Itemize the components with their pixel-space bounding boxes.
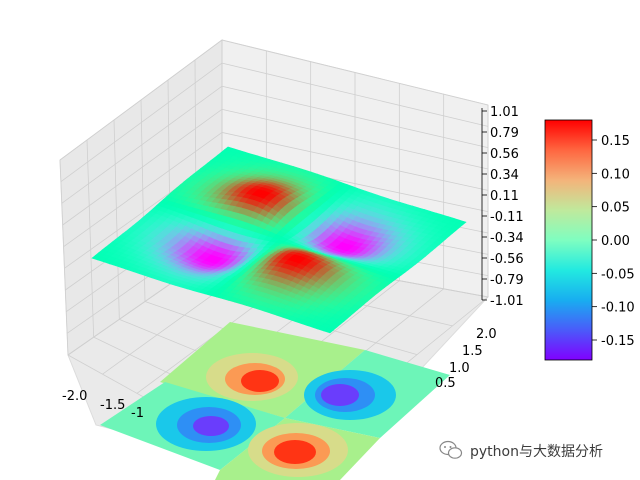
grid-line: [59, 39, 223, 161]
grid-line: [63, 132, 223, 247]
z-tick-label: -1.01: [490, 294, 524, 309]
colorbar-tick-label: 0.10: [601, 167, 630, 182]
surface-patch: [323, 327, 335, 334]
grid-line: [113, 119, 120, 320]
grid-line: [221, 85, 489, 149]
colorbar: 0.15 0.10 0.05 0.00 -0.05 -0.10 -0.15: [544, 119, 635, 361]
x-tick-label: -2.0: [62, 389, 87, 404]
z-tick-label: 0.11: [490, 189, 519, 204]
grid-line: [221, 39, 489, 106]
grid-line: [61, 85, 223, 204]
y-tick-label: 2.0: [476, 327, 497, 342]
y-tick-label: 1.0: [449, 361, 470, 376]
grid-line: [59, 159, 69, 356]
z-tick-label: -0.56: [490, 252, 524, 267]
colorbar-gradient: [544, 119, 593, 361]
y-tick-label: 1.5: [462, 344, 483, 359]
grid-line: [62, 109, 223, 226]
grid-line: [221, 62, 489, 127]
watermark-text: python与大数据分析: [470, 444, 603, 460]
z-axis-ticks: 1.01 0.79 0.56 0.34 0.11 -0.11 -0.34 -0.56 -0.79…: [482, 105, 524, 309]
z-tick-label: 1.01: [490, 105, 519, 120]
z-tick-label: 0.79: [490, 126, 519, 141]
contour-lobe-top-inner: [241, 370, 279, 392]
colorbar-tick-label: 0.15: [601, 134, 630, 149]
z-tick-label: -0.34: [490, 231, 524, 246]
grid-line: [221, 108, 489, 170]
contour-lobe-left-inner: [193, 416, 229, 436]
x-tick-label: -1: [131, 406, 144, 421]
colorbar-tick-label: -0.05: [601, 267, 635, 282]
y-tick-label: 0.5: [435, 376, 456, 391]
surface-plot: [91, 146, 467, 334]
grid-line: [86, 139, 95, 338]
grid-line: [221, 132, 489, 191]
x-tick-label: -1.5: [100, 398, 125, 413]
colorbar-tick-label: -0.10: [601, 301, 635, 316]
z-tick-label: 0.56: [490, 147, 519, 162]
watermark: python与大数据分析: [439, 440, 603, 460]
colorbar-tick-label: -0.15: [601, 334, 635, 349]
x-axis-ticks: -2.0 -1.5 -1: [62, 389, 144, 421]
colorbar-ticks: 0.15 0.10 0.05 0.00 -0.05 -0.10 -0.15: [592, 134, 635, 349]
contour-projection: [100, 322, 450, 480]
contour-lobe-bottom-inner: [274, 440, 316, 464]
wechat-icon: [439, 440, 463, 459]
grid-line: [60, 62, 223, 182]
z-tick-label: 0.34: [490, 168, 519, 183]
colorbar-tick-label: 0.05: [601, 201, 630, 216]
colorbar-tick-label: 0.00: [601, 234, 630, 249]
y-axis-ticks: 2.0 1.5 1.00.5: [435, 327, 497, 391]
z-tick-label: -0.11: [490, 210, 524, 225]
contour-lobe-right-inner: [321, 384, 359, 406]
z-tick-label: -0.79: [490, 273, 524, 288]
